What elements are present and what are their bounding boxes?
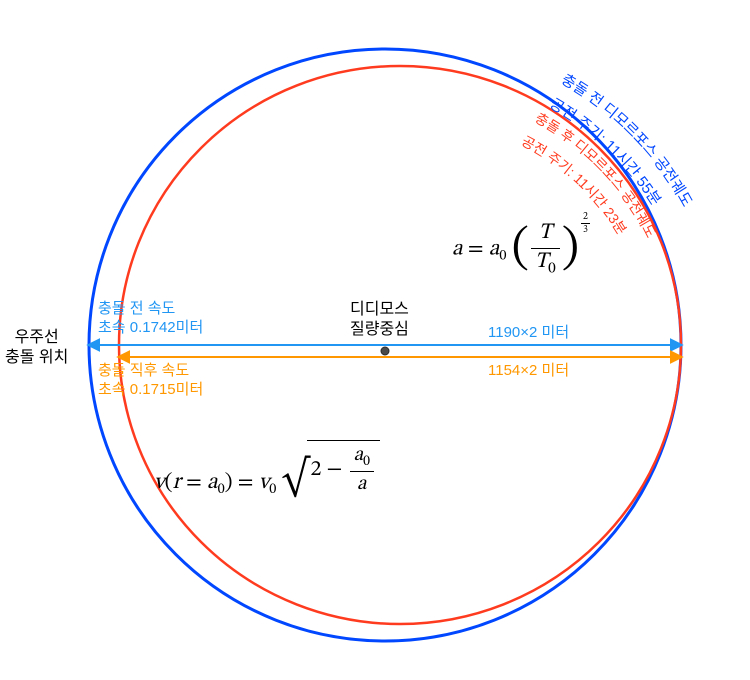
blue-diameter-value: 1190×2 미터 <box>488 324 569 343</box>
orange-diameter-value: 1154×2 미터 <box>488 362 569 381</box>
velocity-formula: v(r = a0) = v0 √2 − a0a <box>154 440 380 500</box>
semi-major-axis-formula: a = a0 (TT0)23 <box>452 220 590 278</box>
impact-location-label: 우주선 충돌 위치 <box>5 328 68 368</box>
pre-velocity-label: 충돌 전 속도 초속 0.1742미터 <box>98 300 203 338</box>
center-mass-label: 디디모스 질량중심 <box>350 300 409 340</box>
post-velocity-label: 충돌 직후 속도 초속 0.1715미터 <box>98 362 203 400</box>
orbit-diagram: 충돌 전 디모르포스 공전궤도 공전 주기: 11시간 55분 충돌 후 디모르… <box>0 0 750 680</box>
center-dot <box>381 347 389 355</box>
